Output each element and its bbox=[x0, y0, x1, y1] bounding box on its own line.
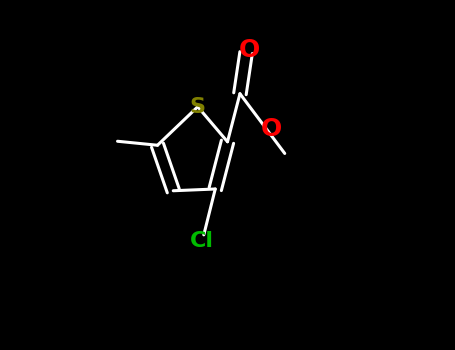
Text: O: O bbox=[238, 38, 259, 62]
Text: Cl: Cl bbox=[190, 231, 214, 251]
Text: S: S bbox=[190, 97, 206, 117]
Text: O: O bbox=[261, 117, 282, 141]
